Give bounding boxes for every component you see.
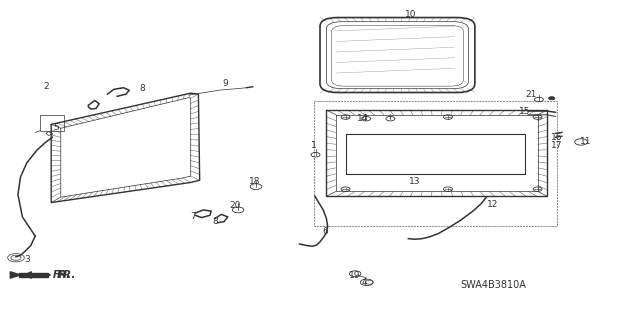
Text: 4: 4	[362, 278, 367, 287]
Text: 21: 21	[525, 90, 537, 99]
Text: 8: 8	[140, 84, 145, 93]
Circle shape	[548, 97, 555, 100]
Text: 18: 18	[249, 177, 260, 186]
Text: SWA4B3810A: SWA4B3810A	[461, 279, 527, 290]
Text: 19: 19	[349, 271, 361, 280]
Polygon shape	[10, 272, 20, 278]
Text: FR.: FR.	[52, 270, 70, 280]
Text: 2: 2	[44, 82, 49, 91]
Text: 7: 7	[191, 212, 196, 221]
Text: 16: 16	[551, 133, 563, 142]
Text: 14: 14	[357, 114, 369, 122]
Text: 13: 13	[409, 177, 420, 186]
Text: 17: 17	[551, 141, 563, 150]
Text: 5: 5	[54, 123, 59, 132]
Text: 20: 20	[230, 201, 241, 210]
Text: 6: 6	[323, 227, 328, 236]
Polygon shape	[19, 273, 48, 277]
Text: 1: 1	[311, 141, 316, 150]
Text: 8: 8	[212, 217, 218, 226]
Text: 9: 9	[223, 79, 228, 88]
Text: 3: 3	[24, 256, 29, 264]
Text: 12: 12	[487, 200, 499, 209]
Text: 15: 15	[519, 107, 531, 116]
Text: FR.: FR.	[56, 270, 76, 280]
Text: 10: 10	[405, 10, 417, 19]
Text: 11: 11	[580, 137, 591, 146]
